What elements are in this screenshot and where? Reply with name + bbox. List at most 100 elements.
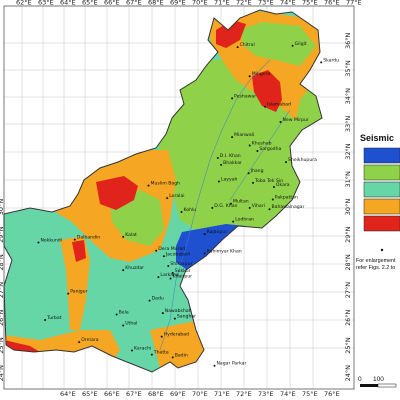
city-dot [171, 356, 174, 359]
city-dot [78, 341, 81, 344]
city-label: Kohlu [184, 207, 197, 213]
city-label: Nawabshah [165, 308, 192, 314]
city-dot [44, 319, 47, 321]
city-dot [166, 197, 169, 200]
legend-swatch [363, 147, 400, 164]
city-label: Toba Tek Sin [254, 178, 283, 184]
city-label: Khuzdar [125, 265, 144, 271]
city-label: Chitral [240, 42, 255, 48]
city-dot [169, 277, 172, 280]
city-label: Sukkur [175, 268, 191, 274]
city-dot [161, 312, 164, 315]
city-dot [147, 184, 150, 187]
city-label: Panjgur [70, 289, 87, 295]
city-dot [248, 144, 251, 147]
city-dot [231, 97, 234, 100]
city-label: Kalat [125, 232, 137, 238]
lat-label-left: 30°N [0, 199, 5, 216]
lon-label-top: 64°E [60, 0, 76, 7]
city-dot [167, 264, 170, 267]
city-dot [217, 180, 220, 183]
city-label: Khairpur [173, 273, 193, 279]
lat-label-left: 26°N [0, 309, 5, 326]
city-label: Jhang [250, 168, 264, 174]
city-dot [236, 46, 239, 49]
lon-label-top: 68°E [148, 0, 164, 7]
city-dot [272, 186, 275, 189]
lat-label-right: 27°N [344, 282, 352, 299]
lon-label-bottom: 68°E [148, 390, 164, 398]
lat-label-right: 32°N [344, 143, 352, 160]
lon-label-bottom: 66°E [104, 390, 120, 398]
city-label: Pakpattan [275, 195, 298, 201]
latitude-labels-left: 30°N 29°N 28°N 27°N 26°N 25°N 24°N [0, 199, 5, 382]
legend-swatch [363, 215, 400, 232]
legend-city-dot [380, 248, 384, 252]
city-dot [256, 150, 259, 153]
lon-label-bottom: 73°E [258, 390, 274, 398]
lon-label-bottom: 75°E [302, 390, 318, 398]
city-dot [232, 220, 235, 223]
lon-label-top: 73°E [258, 0, 274, 7]
lon-label-top: 76°E [324, 0, 340, 7]
city-markers: Chitral Gilgit Skardu Mingora Peshawar Islama… [37, 41, 339, 367]
lat-label-right: 31°N [344, 171, 352, 188]
city-label: D.G. Khan [214, 203, 237, 209]
legend-title: Seismic [360, 133, 394, 143]
lat-label-right: 24°N [344, 365, 352, 382]
lat-label-left: 24°N [0, 365, 5, 382]
city-dot [230, 202, 232, 205]
city-label: Karachi [134, 345, 151, 351]
city-dot [211, 206, 214, 209]
city-dot [131, 349, 133, 352]
note-line-1: For enlargement [356, 258, 396, 264]
city-dot [122, 324, 125, 327]
lat-label-left: 28°N [0, 254, 5, 271]
city-label: Multan [233, 199, 249, 205]
city-label: Khushab [252, 140, 272, 146]
lat-label-right: 29°N [344, 226, 352, 243]
city-label: Sargodha [259, 146, 281, 152]
city-dot [115, 313, 118, 316]
city-label: Bela [119, 309, 129, 315]
city-label: Hyderabad [164, 332, 189, 338]
city-label: Mingora [252, 71, 271, 77]
city-label: Uthal [125, 321, 137, 327]
city-dot [122, 235, 125, 238]
longitude-labels-bottom: 64°E 65°E 66°E 67°E 68°E 69°E 70°E 71°E 72°E 73°E… [60, 390, 340, 398]
city-dot [271, 198, 274, 201]
city-dot [171, 271, 174, 274]
lon-label-top: 71°E [214, 0, 230, 7]
lon-label-bottom: 74°E [280, 390, 296, 398]
city-label: Bhakkar [223, 160, 242, 166]
city-dot [162, 255, 165, 258]
lat-label-right: 28°N [344, 254, 352, 271]
lon-label-bottom: 67°E [126, 390, 142, 398]
city-label: Rajanpur [207, 229, 228, 235]
city-dot [248, 206, 251, 209]
lat-label-right: 35°N [344, 60, 352, 77]
lon-label-bottom: 71°E [214, 390, 230, 398]
city-dot [73, 238, 76, 241]
lon-label-top: 74°E [280, 0, 296, 7]
city-dot [155, 249, 158, 252]
lon-label-top: 67°E [126, 0, 142, 7]
city-label: Layyah [221, 177, 238, 183]
lon-label-bottom: 70°E [192, 390, 208, 398]
city-label: Peshawar [234, 93, 256, 99]
city-dot [213, 364, 216, 367]
city-dot [67, 292, 70, 295]
lat-label-right: 34°N [344, 88, 352, 105]
city-dot [203, 233, 206, 236]
city-label: Ormara [81, 337, 99, 343]
rivers [159, 59, 291, 351]
lat-label-left: 25°N [0, 337, 5, 354]
city-label: Sanghar [177, 314, 196, 320]
lon-label-bottom: 72°E [236, 390, 252, 398]
city-dot [122, 269, 125, 272]
city-label: Sheikhupura [288, 157, 317, 163]
city-dot [148, 299, 151, 302]
lon-label-top: 65°E [82, 0, 98, 7]
city-dot [247, 172, 250, 175]
